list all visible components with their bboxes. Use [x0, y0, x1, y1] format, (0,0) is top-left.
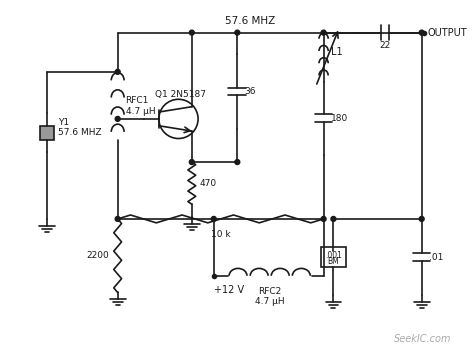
Text: 36: 36 [244, 87, 255, 96]
Circle shape [189, 160, 194, 165]
Bar [321, 247, 346, 267]
Text: .01: .01 [428, 253, 443, 262]
Text: L1: L1 [331, 47, 343, 57]
Text: 10 k: 10 k [211, 230, 230, 239]
Text: Y1
57.6 MHZ: Y1 57.6 MHZ [58, 118, 101, 137]
Circle shape [235, 30, 240, 35]
Circle shape [321, 216, 326, 221]
Circle shape [419, 216, 424, 221]
Circle shape [189, 30, 194, 35]
Text: OUTPUT: OUTPUT [428, 27, 467, 38]
Text: 57.6 MHZ: 57.6 MHZ [225, 16, 275, 26]
Circle shape [419, 30, 424, 35]
Circle shape [331, 216, 336, 221]
Circle shape [211, 216, 216, 221]
Text: 470: 470 [200, 179, 217, 188]
Text: +12 V: +12 V [214, 285, 244, 295]
Text: 2200: 2200 [87, 251, 109, 260]
Text: Q1 2N5187: Q1 2N5187 [155, 90, 206, 99]
Text: 22: 22 [379, 41, 391, 50]
Text: SeekIC.com: SeekIC.com [393, 333, 451, 343]
Text: 180: 180 [330, 114, 348, 123]
Text: .001: .001 [325, 251, 342, 260]
Text: RFC2
4.7 μH: RFC2 4.7 μH [255, 287, 284, 306]
Circle shape [115, 216, 120, 221]
Bar [40, 126, 54, 140]
Circle shape [235, 160, 240, 165]
Text: RFC1
4.7 μH: RFC1 4.7 μH [126, 96, 155, 116]
Circle shape [321, 30, 326, 35]
Circle shape [115, 69, 120, 74]
Circle shape [115, 117, 120, 121]
Text: BM: BM [328, 256, 339, 266]
